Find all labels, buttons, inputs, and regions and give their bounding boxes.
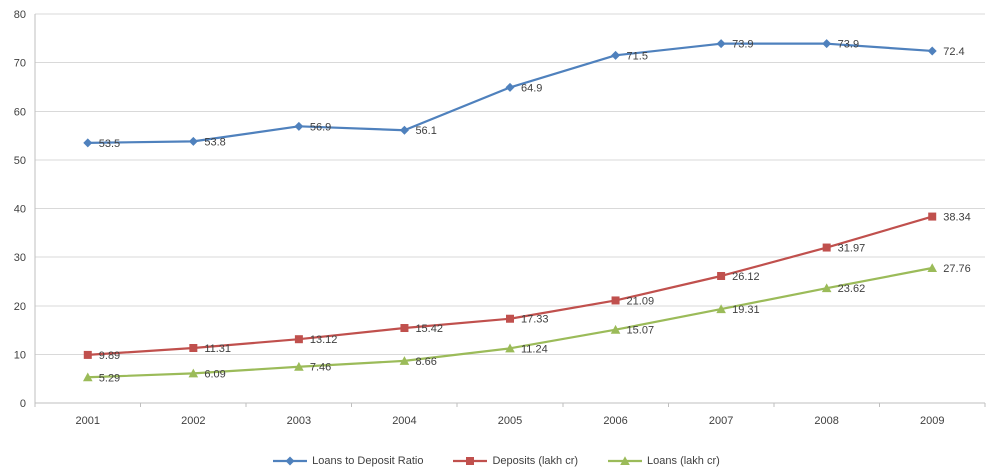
data-label: 73.9 <box>838 39 859 51</box>
diamond-marker <box>294 121 304 131</box>
data-label: 11.24 <box>521 343 548 355</box>
data-label: 23.62 <box>838 283 866 295</box>
data-label: 8.66 <box>415 356 436 368</box>
data-label: 7.46 <box>310 362 331 374</box>
triangle-marker <box>610 324 621 334</box>
triangle-marker <box>821 283 832 293</box>
data-label: 53.8 <box>204 136 225 148</box>
y-tick-label: 70 <box>14 58 26 70</box>
data-label: 64.9 <box>521 82 542 94</box>
y-tick-label: 30 <box>14 252 26 264</box>
data-label: 26.12 <box>732 271 760 283</box>
data-label: 6.09 <box>204 368 225 380</box>
square-marker <box>822 243 831 252</box>
triangle-marker <box>927 263 938 273</box>
x-tick-label: 2008 <box>814 415 838 427</box>
data-label: 72.4 <box>943 46 964 58</box>
square-marker <box>466 456 475 465</box>
data-label: 56.9 <box>310 121 331 133</box>
x-tick-label: 2001 <box>76 415 100 427</box>
y-tick-label: 20 <box>14 301 26 313</box>
diamond-marker <box>822 39 832 49</box>
diamond-marker <box>927 46 937 56</box>
legend-label: Deposits (lakh cr) <box>492 454 579 467</box>
diamond-legend-icon <box>273 456 308 465</box>
data-label: 73.9 <box>732 39 753 51</box>
data-label: 11.31 <box>204 343 231 355</box>
square-marker <box>506 314 514 323</box>
data-label: 53.5 <box>99 138 120 150</box>
data-label: 13.12 <box>310 334 338 346</box>
x-tick-label: 2007 <box>709 415 733 427</box>
x-tick-label: 2003 <box>287 415 311 427</box>
legend-label: Loans (lakh cr) <box>647 454 720 467</box>
legend-item-deposits-lakh-cr: Deposits (lakh cr) <box>453 455 578 467</box>
triangle-marker <box>188 368 199 378</box>
diamond-marker <box>505 82 515 92</box>
diamond-marker <box>188 136 198 146</box>
square-marker <box>83 350 92 359</box>
triangle-marker <box>620 455 630 465</box>
legend-item-loans-to-deposit-ratio: Loans to Deposit Ratio <box>273 455 423 467</box>
square-marker <box>189 344 198 353</box>
data-label: 21.09 <box>627 295 655 307</box>
triangle-marker <box>505 343 515 353</box>
legend-label: Loans to Deposit Ratio <box>312 454 424 467</box>
diamond-marker <box>399 125 409 135</box>
data-label: 19.31 <box>732 304 760 316</box>
square-marker <box>717 271 726 280</box>
diamond-marker <box>285 456 295 465</box>
y-tick-label: 80 <box>14 9 26 21</box>
square-legend-icon <box>453 456 488 465</box>
y-tick-label: 40 <box>14 204 26 216</box>
data-label: 56.1 <box>415 125 436 137</box>
chart-canvas: 0 10 20 30 40 50 60 70 80 2001 2002 2003 2004 2005 200… <box>14 9 986 427</box>
series-line-loans-to-deposit-ratio <box>86 42 934 144</box>
y-tick-label: 60 <box>14 106 26 118</box>
data-label: 5.29 <box>99 372 120 384</box>
data-label: 27.76 <box>943 263 971 275</box>
data-label: 15.42 <box>415 323 443 335</box>
y-tick-label: 0 <box>20 398 26 410</box>
y-tick-label: 50 <box>14 155 26 167</box>
chart-legend: Loans to Deposit Ratio Deposits (lakh cr)… <box>0 441 993 475</box>
x-tick-label: 2004 <box>392 415 416 427</box>
x-tick-label: 2002 <box>181 415 205 427</box>
diamond-marker <box>83 138 93 148</box>
square-marker <box>928 212 937 221</box>
x-tick-label: 2005 <box>498 415 522 427</box>
data-label: 71.5 <box>627 50 648 62</box>
diamond-marker <box>611 50 621 60</box>
triangle-marker <box>399 356 410 365</box>
triangle-legend-icon <box>608 455 643 465</box>
data-label: 15.07 <box>627 325 655 337</box>
triangle-marker <box>82 372 93 382</box>
square-marker <box>400 324 409 333</box>
x-tick-label: 2006 <box>603 415 627 427</box>
data-label: 17.33 <box>521 314 549 326</box>
square-marker <box>611 296 620 305</box>
square-marker <box>294 335 303 344</box>
series-line-deposits-lakh-cr <box>86 215 934 357</box>
x-tick-label: 2009 <box>920 415 944 427</box>
data-label: 38.34 <box>943 212 971 224</box>
diamond-marker <box>716 39 726 49</box>
legend-item-loans-lakh-cr: Loans (lakh cr) <box>608 455 720 467</box>
triangle-marker <box>294 361 304 371</box>
data-label: 31.97 <box>838 243 866 255</box>
triangle-marker <box>716 304 726 314</box>
y-tick-label: 10 <box>14 349 26 361</box>
data-label: 9.89 <box>99 350 120 362</box>
